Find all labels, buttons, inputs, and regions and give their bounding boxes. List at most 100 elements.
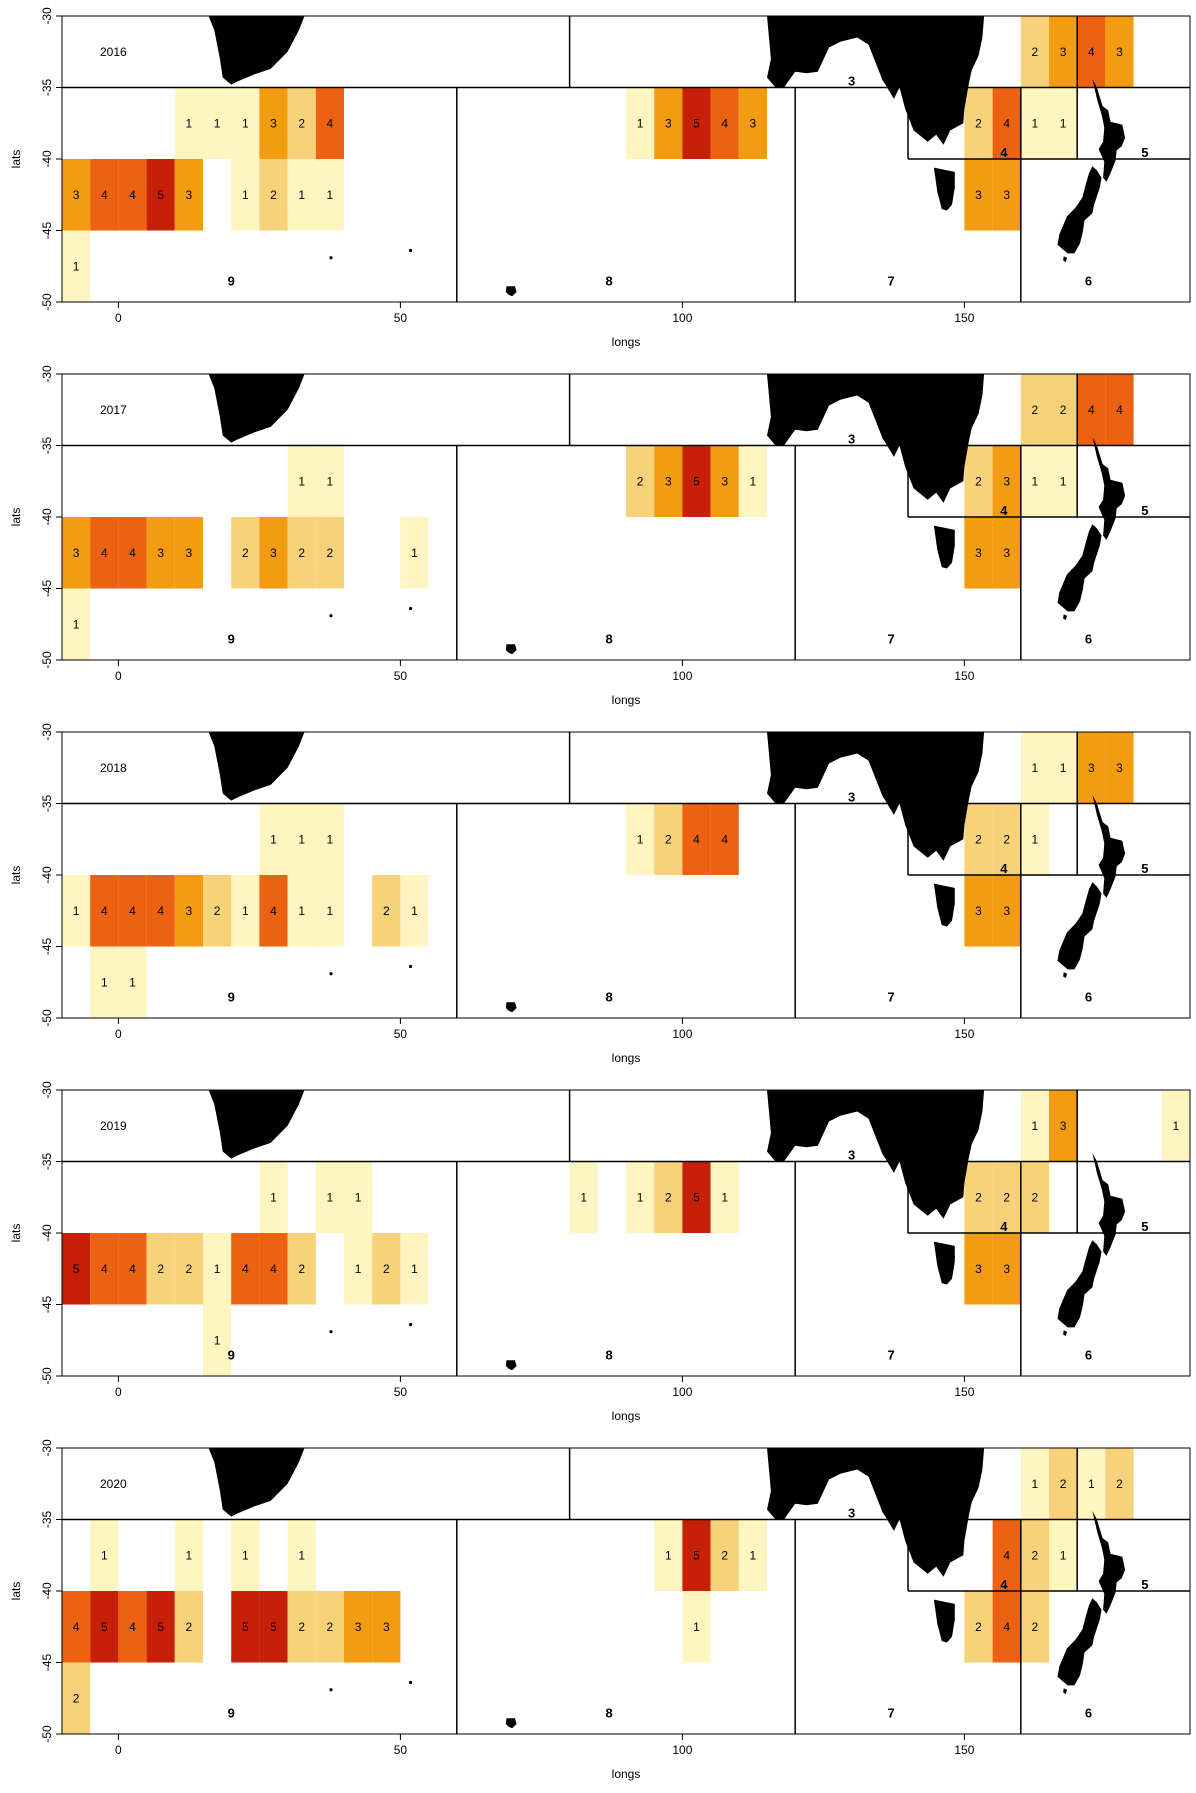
cell-value-label: 3: [270, 546, 277, 560]
grid-cell: [682, 1519, 711, 1591]
island-dot: [409, 964, 413, 969]
cell-value-label: 3: [665, 116, 672, 130]
cell-value-label: 2: [975, 474, 982, 488]
grid-cell: [654, 1161, 683, 1233]
grid-cell: [964, 1591, 993, 1663]
grid-cell: [174, 1591, 203, 1663]
grid-cell: [992, 1591, 1021, 1663]
grid-cell: [1049, 732, 1078, 804]
cell-value-label: 5: [242, 1620, 249, 1634]
cell-value-label: 5: [270, 1620, 277, 1634]
cell-value-label: 4: [327, 116, 334, 130]
grid-cell: [315, 875, 344, 947]
grid-cell: [118, 159, 147, 231]
grid-cell: [287, 875, 316, 947]
cell-value-label: 1: [1060, 1548, 1067, 1562]
grid-cell: [315, 517, 344, 589]
region-label-8: 8: [605, 1348, 612, 1363]
grid-cell: [710, 1161, 739, 1233]
cell-value-label: 2: [1060, 403, 1067, 417]
grid-cell: [992, 159, 1021, 231]
grid-cell: [174, 517, 203, 589]
grid-cell: [1020, 1519, 1049, 1591]
grid-cell: [1049, 1090, 1078, 1162]
kerguelen-land: [505, 644, 517, 655]
grid-cell: [626, 1161, 655, 1233]
cell-value-label: 2: [665, 1190, 672, 1204]
year-label: 2019: [100, 1119, 127, 1133]
y-axis-label: lats: [9, 1582, 23, 1601]
grid-cell: [231, 1233, 260, 1305]
cell-value-label: 2: [1032, 1190, 1039, 1204]
x-tick-label: 100: [672, 1385, 692, 1399]
region-label-5: 5: [1141, 145, 1148, 160]
africa-land: [203, 16, 305, 85]
grid-cell: [710, 445, 739, 517]
region-label-6: 6: [1085, 632, 1092, 647]
grid-cell: [315, 445, 344, 517]
grid-cell: [1049, 87, 1078, 159]
grid-cell: [1020, 1591, 1049, 1663]
grid-cell: [1049, 1519, 1078, 1591]
y-axis-label: lats: [9, 150, 23, 169]
stewart-land: [1063, 1330, 1067, 1336]
grid-cell: [710, 1519, 739, 1591]
tasmania-land: [933, 167, 955, 211]
cell-value-label: 5: [693, 1548, 700, 1562]
cell-value-label: 1: [214, 116, 221, 130]
region-label-3: 3: [848, 1506, 855, 1521]
cell-value-label: 1: [721, 1190, 728, 1204]
cell-value-label: 2: [270, 188, 277, 202]
nz-north-land: [1092, 1152, 1126, 1256]
plot-area: 2 2 4 4 1 1 2 3 5 3 1 2 3 1 1 3 4 4 3 3 2 3 2 2 1 3 3 1 3 4 5 6 7 8 9 2017: [62, 374, 1190, 660]
grid-cell: [231, 875, 260, 947]
grid-cell: [118, 946, 147, 1018]
cell-value-label: 1: [1032, 474, 1039, 488]
grid-cell: [992, 875, 1021, 947]
cell-value-label: 4: [101, 904, 108, 918]
cell-value-label: 2: [975, 1190, 982, 1204]
grid-cell: [964, 803, 993, 875]
grid-cell: [62, 588, 91, 660]
cell-value-label: 2: [721, 1548, 728, 1562]
grid-cell: [315, 159, 344, 231]
region-label-9: 9: [228, 274, 235, 289]
cell-value-label: 3: [1003, 188, 1010, 202]
year-label: 2016: [100, 45, 127, 59]
africa-land: [203, 732, 305, 801]
island-dot: [329, 256, 333, 260]
y-tick-label: -45: [40, 1654, 54, 1672]
plot-area: 1 1 3 3 1 1 1 1 2 4 4 2 2 1 1 4 4 4 3 2 1 4 1 1 2 1 3 3 1 1 3 4 5 6 7 8 9 201…: [62, 732, 1190, 1018]
cell-value-label: 4: [1003, 1620, 1010, 1634]
cell-value-label: 4: [721, 116, 728, 130]
cell-value-label: 4: [129, 188, 136, 202]
grid-cell: [62, 1591, 91, 1663]
region-label-5: 5: [1141, 1219, 1148, 1234]
cell-value-label: 1: [101, 1548, 108, 1562]
x-tick-label: 50: [394, 1385, 408, 1399]
cell-value-label: 2: [1060, 1477, 1067, 1491]
cell-value-label: 1: [1032, 761, 1039, 775]
australia-land: [767, 16, 985, 145]
cell-value-label: 1: [242, 188, 249, 202]
grid-cell: [1020, 803, 1049, 875]
cell-value-label: 2: [1032, 1548, 1039, 1562]
y-tick-label: -40: [40, 1582, 54, 1600]
y-tick-label: -35: [40, 1511, 54, 1529]
cell-value-label: 1: [411, 546, 418, 560]
x-tick-label: 50: [394, 1027, 408, 1041]
cell-value-label: 3: [270, 116, 277, 130]
tasmania-land: [933, 525, 955, 569]
cell-value-label: 1: [1032, 116, 1039, 130]
region-label-7: 7: [887, 632, 894, 647]
cell-value-label: 1: [1032, 832, 1039, 846]
grid-cell: [231, 1591, 260, 1663]
cell-value-label: 2: [1032, 45, 1039, 59]
grid-cell: [174, 1519, 203, 1591]
grid-cell: [626, 87, 655, 159]
x-axis-label: longs: [612, 1409, 641, 1423]
grid-cell: [654, 87, 683, 159]
cell-value-label: 1: [1060, 474, 1067, 488]
grid-cell: [287, 87, 316, 159]
stewart-land: [1063, 1688, 1067, 1694]
